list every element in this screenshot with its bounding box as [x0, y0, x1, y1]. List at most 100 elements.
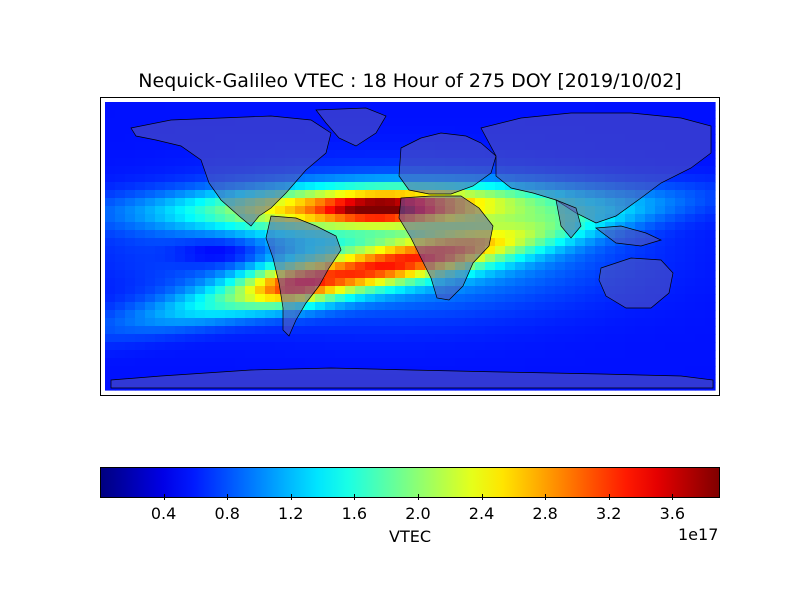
vtec-cell: [675, 182, 686, 191]
vtec-cell: [425, 110, 436, 119]
vtec-cell: [585, 254, 596, 263]
vtec-cell: [515, 270, 526, 279]
vtec-cell: [675, 246, 686, 255]
vtec-cell: [535, 206, 546, 215]
vtec-cell: [635, 358, 646, 367]
vtec-cell: [455, 350, 466, 359]
colorbar-tick-label: 1.2: [278, 504, 304, 523]
vtec-cell: [105, 158, 116, 167]
vtec-cell: [165, 238, 176, 247]
vtec-cell: [245, 318, 256, 327]
vtec-cell: [375, 238, 386, 247]
vtec-cell: [605, 334, 616, 343]
vtec-cell: [625, 318, 636, 327]
vtec-cell: [115, 150, 126, 159]
vtec-cell: [165, 206, 176, 215]
vtec-cell: [685, 294, 696, 303]
vtec-cell: [515, 318, 526, 327]
vtec-cell: [115, 190, 126, 199]
vtec-cell: [605, 310, 616, 319]
vtec-cell: [205, 190, 216, 199]
vtec-cell: [595, 366, 606, 375]
vtec-cell: [175, 326, 186, 335]
vtec-cell: [125, 182, 136, 191]
vtec-cell: [495, 334, 506, 343]
vtec-cell: [375, 302, 386, 311]
vtec-cell: [175, 270, 186, 279]
vtec-cell: [115, 366, 126, 375]
vtec-cell: [245, 262, 256, 271]
vtec-cell: [315, 158, 326, 167]
colorbar-tick-mark: [227, 494, 229, 500]
vtec-cell: [515, 214, 526, 223]
vtec-cell: [695, 294, 706, 303]
vtec-cell: [185, 198, 196, 207]
vtec-cell: [415, 286, 426, 295]
vtec-cell: [295, 206, 306, 215]
vtec-cell: [205, 206, 216, 215]
vtec-cell: [535, 214, 546, 223]
vtec-cell: [705, 366, 716, 375]
vtec-cell: [615, 342, 626, 351]
vtec-cell: [695, 278, 706, 287]
vtec-cell: [605, 366, 616, 375]
vtec-cell: [135, 358, 146, 367]
vtec-cell: [365, 246, 376, 255]
vtec-cell: [585, 310, 596, 319]
vtec-cell: [445, 326, 456, 335]
vtec-cell: [535, 246, 546, 255]
vtec-cell: [485, 206, 496, 215]
vtec-cell: [705, 238, 716, 247]
vtec-cell: [585, 366, 596, 375]
vtec-cell: [285, 190, 296, 199]
vtec-cell: [685, 342, 696, 351]
vtec-cell: [225, 278, 236, 287]
vtec-cell: [165, 142, 176, 151]
vtec-cell: [125, 206, 136, 215]
vtec-cell: [345, 286, 356, 295]
colorbar-tick-mark: [481, 494, 483, 500]
vtec-cell: [335, 214, 346, 223]
vtec-cell: [245, 270, 256, 279]
vtec-cell: [465, 190, 476, 199]
vtec-cell: [685, 190, 696, 199]
vtec-cell: [215, 214, 226, 223]
vtec-cell: [225, 286, 236, 295]
vtec-cell: [125, 326, 136, 335]
vtec-cell: [475, 134, 486, 143]
vtec-cell: [115, 334, 126, 343]
vtec-cell: [345, 198, 356, 207]
vtec-cell: [365, 318, 376, 327]
vtec-cell: [215, 350, 226, 359]
vtec-cell: [665, 366, 676, 375]
vtec-cell: [505, 286, 516, 295]
vtec-cell: [695, 158, 706, 167]
vtec-cell: [535, 230, 546, 239]
vtec-cell: [335, 334, 346, 343]
vtec-cell: [215, 102, 226, 111]
vtec-cell: [385, 190, 396, 199]
vtec-cell: [195, 358, 206, 367]
vtec-cell: [525, 102, 536, 111]
vtec-cell: [235, 286, 246, 295]
vtec-cell: [555, 278, 566, 287]
vtec-cell: [685, 350, 696, 359]
vtec-cell: [505, 350, 516, 359]
vtec-cell: [175, 222, 186, 231]
vtec-cell: [555, 254, 566, 263]
vtec-cell: [345, 254, 356, 263]
vtec-cell: [355, 190, 366, 199]
vtec-cell: [135, 206, 146, 215]
vtec-cell: [155, 294, 166, 303]
vtec-cell: [195, 302, 206, 311]
vtec-cell: [515, 190, 526, 199]
vtec-cell: [125, 286, 136, 295]
vtec-cell: [565, 286, 576, 295]
vtec-cell: [575, 302, 586, 311]
vtec-cell: [185, 326, 196, 335]
vtec-cell: [525, 366, 536, 375]
vtec-cell: [125, 270, 136, 279]
vtec-cell: [125, 102, 136, 111]
vtec-cell: [465, 350, 476, 359]
vtec-cell: [225, 366, 236, 375]
